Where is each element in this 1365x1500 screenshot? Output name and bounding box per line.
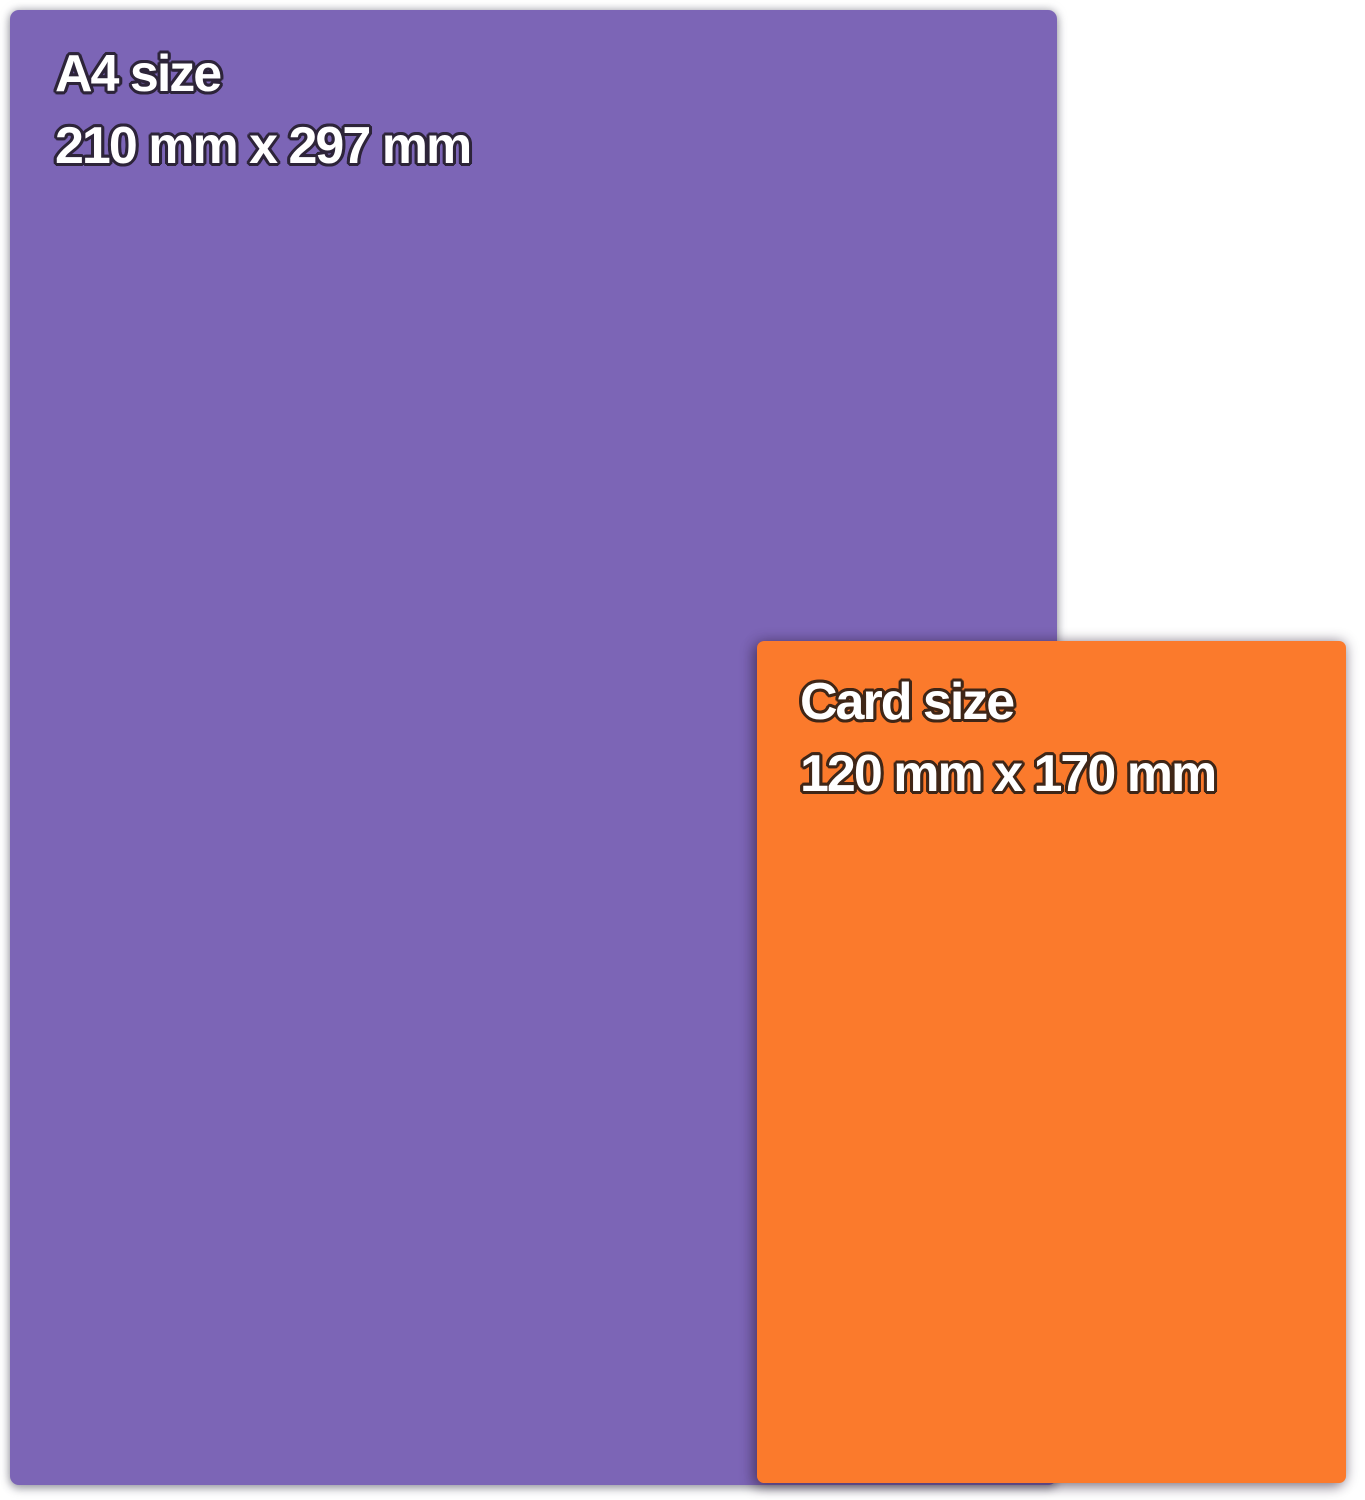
card-title: Card size <box>800 673 1015 731</box>
a4-title: A4 size <box>55 45 222 103</box>
a4-label: A4 size 210 mm x 297 mm <box>55 38 472 182</box>
card-dimensions: 120 mm x 170 mm <box>800 745 1217 803</box>
card-label: Card size 120 mm x 170 mm <box>800 666 1217 810</box>
card-sheet: Card size 120 mm x 170 mm <box>757 641 1346 1483</box>
a4-dimensions: 210 mm x 297 mm <box>55 117 472 175</box>
